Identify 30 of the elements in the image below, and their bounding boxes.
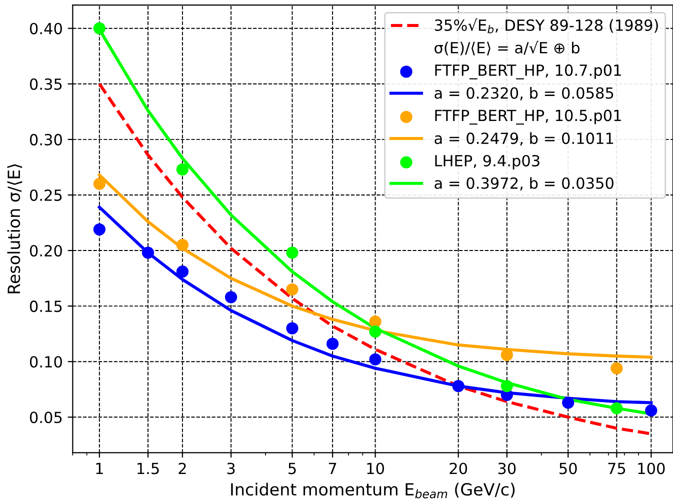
legend-label: LHEP, 9.4.p03 <box>435 154 540 170</box>
y-tick-label: 0.25 <box>30 189 62 202</box>
y-tick-label: 0.10 <box>30 356 62 368</box>
y-tick-label: 0.35 <box>30 78 62 90</box>
x-tick-label: 20 <box>450 462 468 474</box>
legend-label: FTFP_BERT_HP, 10.5.p01 <box>435 110 621 125</box>
y-axis-title: Resolution σ/⟨E⟩ <box>7 164 22 294</box>
y-tick-label: 0.15 <box>30 300 62 312</box>
x-tick-label: 2 <box>178 462 186 474</box>
x-tick-label: 100 <box>638 462 665 474</box>
legend-label: FTFP_BERT_HP, 10.7.p01 <box>435 64 621 80</box>
x-tick-label: 7 <box>328 462 336 474</box>
legend-label: 35%√E$_{b}$, DESY 89-128 (1989) <box>434 18 658 34</box>
x-tick-label: 1 <box>96 462 103 474</box>
x-tick-label: 30 <box>498 462 516 474</box>
x-tick-label: 1.5 <box>138 462 159 474</box>
legend-label: a = 0.2479, b = 0.1011 <box>434 132 614 146</box>
y-tick-label: 0.40 <box>30 22 62 34</box>
annotation: σ(E)/⟨E⟩ = a/√E ⊕ b <box>434 40 580 56</box>
x-tick-label: 75 <box>608 462 626 474</box>
x-tick-label: 3 <box>227 462 235 474</box>
y-tick-label: 0.20 <box>30 244 62 257</box>
legend-label: a = 0.3972, b = 0.0350 <box>434 177 614 190</box>
x-axis-title: Incident momentum E$_{beam}$ (GeV/c) <box>231 482 515 498</box>
y-tick-label: 0.30 <box>30 134 62 146</box>
x-tick-label: 5 <box>288 462 296 474</box>
x-tick-label: 50 <box>560 462 577 474</box>
y-tick-label: 0.05 <box>30 412 62 424</box>
x-tick-label: 10 <box>367 462 384 474</box>
legend-label: a = 0.2320, b = 0.0585 <box>434 86 614 100</box>
